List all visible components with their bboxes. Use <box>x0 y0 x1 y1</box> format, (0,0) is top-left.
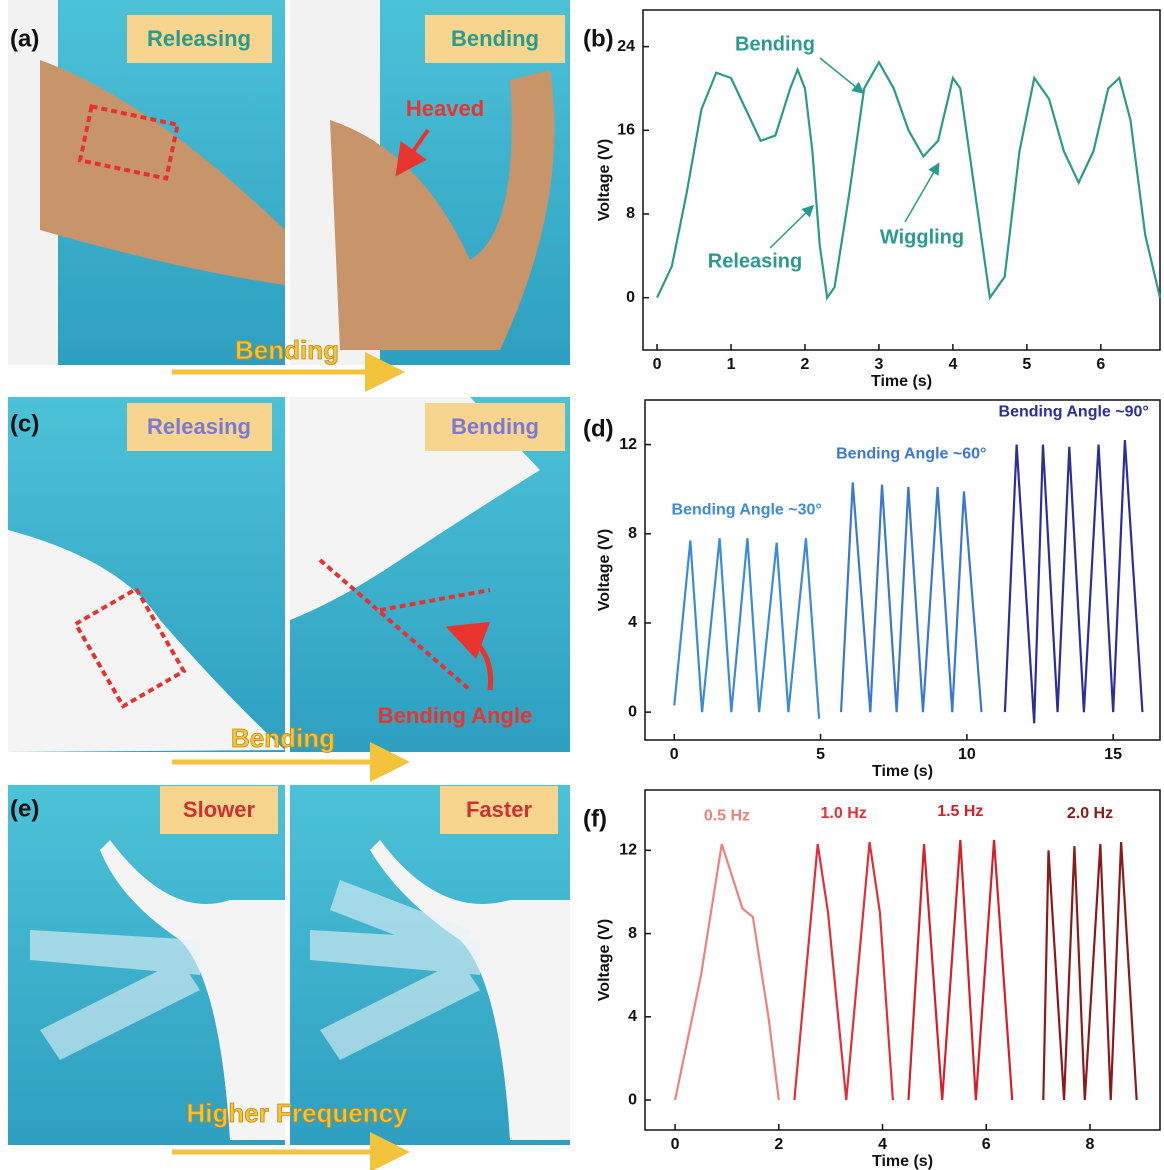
x-tick-label: 0 <box>653 356 662 373</box>
arm-ghost <box>310 880 480 1060</box>
tag: Releasing <box>147 26 251 51</box>
tag-box <box>127 15 272 63</box>
tag-box <box>425 15 565 63</box>
callout: Bending Angle <box>378 703 532 728</box>
photo-panel-c: (c) Releasing Bending Bending Angle Bend… <box>8 397 570 782</box>
y-tick-label: 4 <box>628 614 637 631</box>
panel-label: (e) <box>10 795 39 822</box>
y-axis-title: Voltage (V) <box>596 139 613 221</box>
series-label: Bending Angle ~60° <box>836 446 986 463</box>
x-tick-label: 15 <box>1104 746 1122 763</box>
callout-arrow <box>395 128 430 177</box>
x-tick-label: 2 <box>774 1136 783 1153</box>
annotation-arrow <box>769 204 815 249</box>
y-tick-label: 24 <box>617 38 635 55</box>
angle-arrow <box>445 621 494 691</box>
series-line <box>656 60 1162 301</box>
series-label: 0.5 Hz <box>704 807 750 824</box>
tag: Releasing <box>147 414 251 439</box>
x-tick-label: 0 <box>670 746 679 763</box>
photo-panel-e: (e) Slower Faster Higher Frequency <box>8 785 570 1170</box>
y-tick-label: 8 <box>628 925 637 942</box>
tag-box <box>425 403 565 451</box>
y-axis-title: Voltage (V) <box>596 529 613 611</box>
arm <box>370 840 570 1140</box>
arm-ghost <box>30 930 200 1060</box>
annotation: Bending <box>735 33 815 55</box>
series-label: 1.0 Hz <box>821 805 867 822</box>
photo-panel-a: (a) Releasing Bending Heaved Bending <box>8 0 570 392</box>
tag: Faster <box>466 797 532 822</box>
series-label: 2.0 Hz <box>1067 805 1113 822</box>
annotation: Releasing <box>708 250 802 272</box>
x-tick-label: 0 <box>671 1136 680 1153</box>
x-tick-label: 6 <box>982 1136 991 1153</box>
y-tick-label: 8 <box>628 525 637 542</box>
panel-label: (c) <box>10 410 39 437</box>
x-tick-label: 5 <box>816 746 825 763</box>
arrow-text: Bending <box>231 723 335 753</box>
x-tick-label: 10 <box>958 746 976 763</box>
x-tick-label: 5 <box>1022 356 1031 373</box>
annotation-arrow <box>904 162 940 223</box>
sleeve <box>290 397 540 620</box>
sensor-box <box>77 104 181 181</box>
plot-frame <box>642 9 1161 351</box>
annotation: Wiggling <box>880 226 964 248</box>
arrow-text: Higher Frequency <box>186 1098 408 1128</box>
arrow-text: Bending <box>235 335 339 365</box>
series-line <box>1003 440 1144 724</box>
series-label: Bending Angle ~30° <box>672 501 822 518</box>
x-tick-label: 8 <box>1086 1136 1095 1153</box>
y-tick-label: 12 <box>619 436 637 453</box>
x-axis-title: Time (s) <box>872 763 933 780</box>
panel-label: (f) <box>583 805 607 832</box>
arm <box>330 70 555 350</box>
x-axis-title: Time (s) <box>872 1153 933 1170</box>
x-tick-label: 3 <box>874 356 883 373</box>
x-tick-label: 1 <box>727 356 736 373</box>
series-line <box>839 482 983 713</box>
panel-label: (a) <box>10 25 39 52</box>
x-tick-label: 4 <box>948 356 957 373</box>
tag-box <box>127 403 272 451</box>
series-line <box>793 841 895 1101</box>
series-line <box>907 839 1014 1101</box>
tag-box <box>440 786 558 834</box>
y-axis-title: Voltage (V) <box>596 919 613 1001</box>
sensor-box <box>72 586 187 709</box>
tag: Bending <box>451 414 539 439</box>
x-tick-label: 2 <box>801 356 810 373</box>
tag: Bending <box>451 26 539 51</box>
y-tick-label: 0 <box>626 289 635 306</box>
tag-box <box>160 786 278 834</box>
series-label: Bending Angle ~90° <box>999 403 1149 420</box>
x-axis-title: Time (s) <box>871 373 932 390</box>
y-tick-label: 16 <box>617 122 635 139</box>
angle-lines <box>318 558 491 692</box>
series-line <box>674 843 780 1101</box>
plot-frame <box>644 789 1161 1131</box>
series-line <box>1042 841 1138 1101</box>
y-tick-label: 12 <box>619 842 637 859</box>
panel-label: (d) <box>583 415 614 442</box>
series-line <box>673 538 821 719</box>
x-tick-label: 4 <box>878 1136 887 1153</box>
y-tick-label: 0 <box>628 1091 637 1108</box>
callout: Heaved <box>406 96 484 121</box>
sleeve <box>8 530 285 752</box>
x-tick-label: 6 <box>1096 356 1105 373</box>
y-tick-label: 4 <box>628 1008 637 1025</box>
arm <box>40 60 285 285</box>
y-tick-label: 0 <box>628 703 637 720</box>
annotation-arrow <box>819 57 865 94</box>
arm <box>100 840 285 1140</box>
series-label: 1.5 Hz <box>937 803 983 820</box>
tag: Slower <box>183 797 256 822</box>
y-tick-label: 8 <box>626 205 635 222</box>
plot-frame <box>644 399 1161 741</box>
panel-label: (b) <box>583 25 614 52</box>
